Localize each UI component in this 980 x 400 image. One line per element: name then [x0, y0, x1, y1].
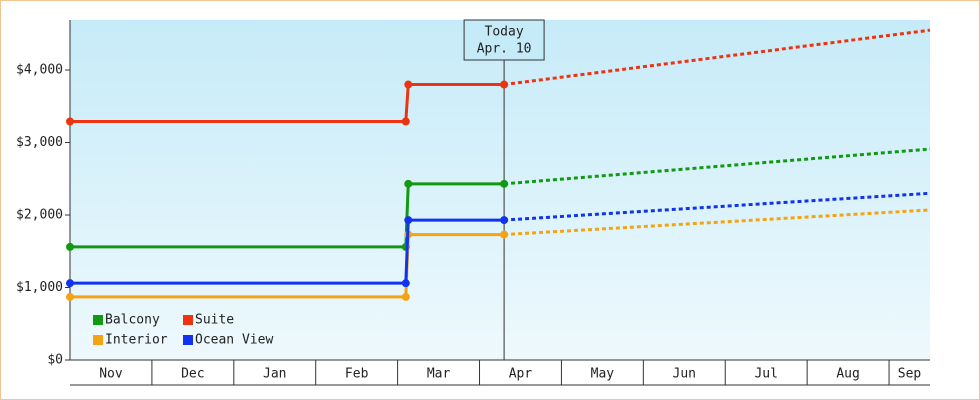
today-label: Apr. 10	[477, 42, 532, 57]
point	[404, 179, 413, 188]
point	[500, 230, 509, 239]
legend-swatch	[183, 335, 193, 345]
point	[66, 292, 74, 301]
x-tick-label: Jun	[673, 367, 696, 382]
x-tick-label: Jan	[263, 367, 286, 382]
legend-label: Balcony	[105, 313, 160, 328]
forecast-line	[503, 147, 931, 186]
y-tick-label: $2,000	[16, 208, 63, 223]
point	[66, 242, 74, 251]
point	[401, 292, 410, 301]
x-tick-label: Aug	[836, 367, 859, 382]
history-line	[70, 182, 505, 249]
forecast-line	[503, 28, 931, 87]
point	[404, 216, 413, 225]
point	[404, 80, 413, 89]
y-tick-label: $3,000	[16, 135, 63, 150]
history-line	[70, 83, 505, 123]
today-box	[463, 19, 545, 61]
x-tick-label: Jul	[754, 367, 777, 382]
x-tick-label: Dec	[181, 367, 204, 382]
legend-swatch	[93, 315, 103, 325]
x-tick-label: May	[591, 367, 615, 382]
legend-swatch	[93, 335, 103, 345]
x-tick-label: Feb	[345, 367, 369, 382]
point	[66, 279, 74, 288]
forecast-line	[504, 191, 931, 222]
point	[500, 179, 509, 188]
legend-label: Ocean View	[195, 333, 273, 348]
point	[500, 80, 509, 89]
point	[500, 216, 509, 225]
today-label: Today	[485, 25, 524, 40]
x-tick-label: Sep	[898, 367, 922, 382]
y-tick-label: $4,000	[16, 63, 63, 78]
point	[66, 117, 74, 126]
x-tick-label: Mar	[427, 367, 451, 382]
legend-label: Interior	[105, 333, 168, 348]
point	[401, 117, 410, 126]
plot-area	[70, 20, 930, 360]
y-tick-label: $0	[47, 353, 63, 368]
legend-label: Suite	[195, 313, 234, 328]
x-tick-label: Apr	[509, 367, 533, 382]
legend-swatch	[183, 315, 193, 325]
x-tick-label: Nov	[99, 367, 123, 382]
forecast-line	[504, 208, 931, 237]
y-tick-label: $1,000	[16, 280, 63, 295]
point	[401, 279, 410, 288]
history-line	[70, 218, 505, 285]
